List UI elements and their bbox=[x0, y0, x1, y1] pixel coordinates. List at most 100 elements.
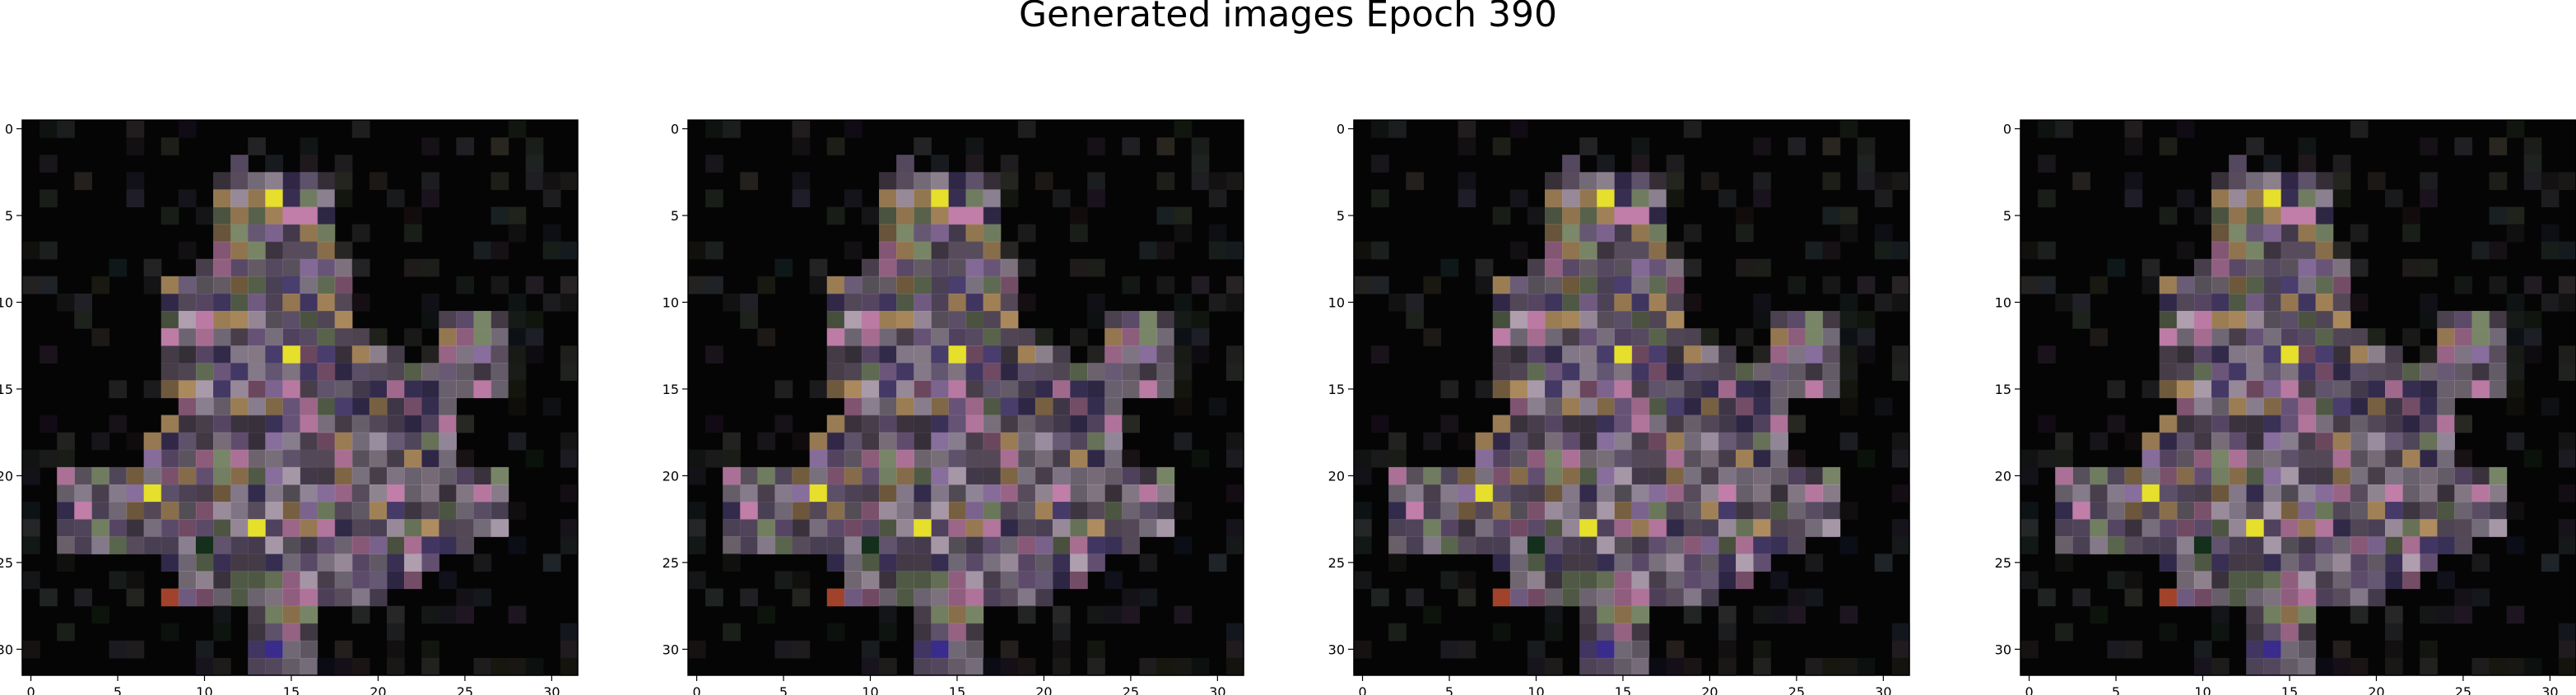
pixel-cell bbox=[1718, 519, 1737, 537]
pixel-cell bbox=[914, 137, 932, 155]
pixel-cell bbox=[1562, 172, 1580, 190]
pixel-cell bbox=[2263, 293, 2281, 312]
pixel-cell bbox=[1579, 432, 1597, 451]
pixel-cell bbox=[879, 432, 897, 451]
pixel-cell bbox=[1874, 397, 1893, 416]
pixel-cell bbox=[1718, 623, 1737, 642]
pixel-cell bbox=[1492, 345, 1511, 364]
pixel-cell bbox=[2107, 640, 2126, 659]
pixel-cell bbox=[1492, 536, 1511, 554]
pixel-cell bbox=[2211, 536, 2230, 554]
pixel-cell bbox=[1718, 449, 1737, 468]
pixel-cell bbox=[2038, 415, 2056, 433]
pixel-cell bbox=[1070, 554, 1088, 572]
pixel-cell bbox=[2471, 328, 2490, 346]
pixel-cell bbox=[2281, 206, 2299, 225]
pixel-cell bbox=[2055, 519, 2073, 537]
pixel-cell bbox=[1718, 415, 1737, 433]
pixel-cell bbox=[2506, 397, 2525, 416]
pixel-cell bbox=[1700, 397, 1719, 416]
pixel-cell bbox=[2420, 293, 2438, 312]
pixel-cell bbox=[2159, 363, 2178, 381]
pixel-cell bbox=[809, 484, 828, 503]
pixel-cell bbox=[792, 536, 811, 554]
pixel-cell bbox=[2315, 536, 2334, 554]
pixel-cell bbox=[178, 588, 197, 607]
pixel-cell bbox=[931, 224, 949, 243]
pixel-cell bbox=[195, 449, 214, 468]
pixel-cell bbox=[195, 588, 214, 607]
pixel-cell bbox=[1857, 449, 1876, 468]
pixel-cell bbox=[2211, 258, 2230, 277]
pixel-cell bbox=[1087, 519, 1105, 537]
pixel-cell bbox=[2038, 449, 2056, 468]
pixel-cell bbox=[2211, 519, 2230, 537]
pixel-cell bbox=[948, 484, 967, 503]
pixel-cell bbox=[1562, 536, 1580, 554]
pixel-cell bbox=[230, 206, 249, 225]
pixel-cell bbox=[109, 536, 128, 554]
pixel-cell bbox=[421, 415, 439, 433]
pixel-cell bbox=[1805, 588, 1824, 607]
pixel-cell bbox=[792, 519, 811, 537]
pixel-cell bbox=[178, 554, 197, 572]
pixel-cell bbox=[300, 623, 319, 642]
pixel-cell bbox=[2281, 588, 2299, 607]
pixel-cell bbox=[2402, 380, 2420, 399]
pixel-cell bbox=[560, 276, 579, 294]
pixel-cell bbox=[1597, 657, 1615, 676]
pixel-cell bbox=[248, 380, 266, 399]
pixel-cell bbox=[491, 484, 509, 503]
pixel-cell bbox=[1874, 554, 1893, 572]
pixel-cell bbox=[2176, 293, 2195, 312]
pixel-cell bbox=[1104, 363, 1123, 381]
pixel-cell bbox=[2437, 466, 2455, 485]
pixel-cell bbox=[386, 484, 405, 503]
pixel-cell bbox=[248, 189, 266, 208]
pixel-cell bbox=[2246, 206, 2264, 225]
pixel-cell bbox=[2367, 380, 2386, 399]
pixel-cell bbox=[1423, 536, 1442, 554]
pixel-cell bbox=[1614, 571, 1633, 590]
pixel-cell bbox=[1545, 502, 1563, 520]
pixel-cell bbox=[705, 189, 723, 208]
pixel-cell bbox=[2420, 536, 2438, 554]
pixel-cell bbox=[195, 554, 214, 572]
pixel-cell bbox=[1666, 345, 1685, 364]
pixel-cell bbox=[265, 466, 283, 485]
pixel-cell bbox=[404, 519, 422, 537]
pixel-cell bbox=[1839, 328, 1858, 346]
x-tick-label: 0 bbox=[1358, 684, 1366, 695]
pixel-cell bbox=[213, 536, 231, 554]
pixel-cell bbox=[230, 502, 249, 520]
pixel-cell bbox=[91, 328, 110, 346]
pixel-cell bbox=[1545, 345, 1563, 364]
pixel-cell bbox=[317, 172, 336, 190]
pixel-cell bbox=[1562, 345, 1580, 364]
pixel-cell bbox=[1000, 640, 1019, 659]
pixel-cell bbox=[2454, 449, 2473, 468]
pixel-cell bbox=[2176, 189, 2195, 208]
x-tick-label: 5 bbox=[2112, 684, 2120, 695]
pixel-cell bbox=[2141, 519, 2160, 537]
pixel-cell bbox=[317, 380, 336, 399]
pixel-cell bbox=[1139, 241, 1158, 260]
pixel-cell bbox=[2420, 554, 2438, 572]
pixel-cell bbox=[1700, 415, 1719, 433]
pixel-cell bbox=[809, 449, 828, 468]
pixel-cell bbox=[248, 623, 266, 642]
pixel-cell bbox=[1191, 276, 1210, 294]
pixel-cell bbox=[2350, 432, 2369, 451]
y-tick-label: 0 bbox=[5, 122, 13, 137]
pixel-cell bbox=[1087, 554, 1105, 572]
pixel-cell bbox=[2141, 432, 2160, 451]
pixel-cell bbox=[2193, 415, 2212, 433]
pixel-cell bbox=[1509, 415, 1528, 433]
pixel-cell bbox=[965, 189, 984, 208]
pixel-cell bbox=[931, 363, 949, 381]
pixel-cell bbox=[2298, 345, 2317, 364]
pixel-cell bbox=[1597, 554, 1615, 572]
pixel-cell bbox=[213, 224, 231, 243]
pixel-cell bbox=[1492, 432, 1511, 451]
pixel-cell bbox=[195, 536, 214, 554]
